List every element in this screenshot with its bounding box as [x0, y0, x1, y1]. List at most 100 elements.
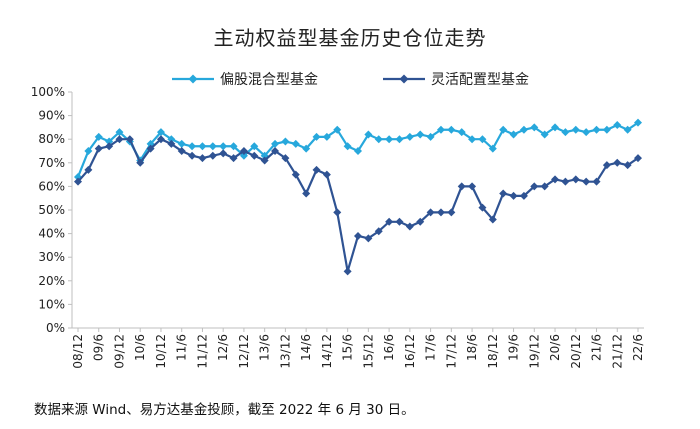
data-point [167, 135, 176, 144]
data-point [115, 135, 124, 144]
y-tick-label: 90% [38, 109, 65, 123]
data-point [405, 222, 414, 231]
data-point [271, 147, 280, 155]
data-point [478, 203, 487, 212]
data-point [571, 175, 580, 184]
y-tick-label: 10% [38, 297, 65, 311]
data-point [271, 139, 280, 148]
y-tick-label: 30% [38, 250, 65, 264]
data-point [312, 132, 321, 141]
x-tick-label: 16/12 [403, 334, 417, 369]
data-point [84, 165, 93, 174]
data-point [250, 151, 259, 160]
data-point [571, 125, 580, 134]
data-point [125, 135, 134, 144]
data-point [634, 118, 642, 127]
data-point [229, 142, 238, 151]
data-point [416, 217, 425, 226]
x-tick-label: 14/12 [320, 334, 334, 369]
data-point [208, 151, 217, 160]
data-point [447, 125, 456, 134]
data-point [623, 125, 632, 134]
x-tick-label: 13/12 [278, 334, 292, 369]
data-point [333, 208, 342, 217]
data-point [436, 208, 445, 217]
data-point [519, 125, 528, 134]
y-tick-label: 60% [38, 179, 65, 193]
data-point [623, 161, 632, 170]
legend-marker [399, 74, 409, 84]
data-point [592, 177, 601, 186]
data-point [530, 182, 539, 191]
data-point [302, 189, 311, 198]
data-point [229, 154, 238, 163]
source-note: 数据来源 Wind、易方达基金投顾，截至 2022 年 6 月 30 日。 [34, 402, 415, 418]
data-point [509, 130, 518, 139]
data-point [198, 154, 207, 163]
data-point [177, 139, 186, 148]
legend-label: 灵活配置型基金 [431, 71, 529, 88]
data-point [519, 191, 528, 200]
x-tick-label: 15/12 [361, 334, 375, 369]
series-line [77, 137, 639, 272]
data-point [613, 158, 622, 167]
data-point [343, 267, 352, 276]
data-point [602, 125, 611, 134]
data-point [364, 234, 373, 243]
data-point [322, 170, 331, 179]
data-point [291, 139, 300, 148]
data-point [281, 154, 290, 163]
data-point [416, 130, 425, 139]
data-point [354, 147, 362, 155]
legend-marker [188, 74, 198, 84]
data-point [436, 125, 445, 134]
data-point [239, 151, 248, 160]
data-point [260, 156, 269, 165]
data-point [291, 170, 300, 179]
data-point [343, 142, 352, 151]
data-point [457, 128, 466, 137]
x-tick-label: 18/12 [486, 334, 500, 369]
data-point [219, 149, 228, 158]
x-tick-label: 17/6 [424, 334, 438, 361]
data-point [322, 132, 331, 141]
data-point [468, 135, 477, 144]
x-tick-label: 12/6 [216, 334, 230, 361]
data-point [312, 165, 321, 174]
data-point [551, 175, 560, 184]
data-point [333, 125, 342, 134]
data-point [250, 142, 259, 151]
data-point [74, 177, 82, 186]
data-point [146, 144, 155, 153]
data-point [385, 217, 394, 226]
y-tick-label: 0% [46, 321, 65, 335]
data-point [499, 125, 508, 134]
y-tick-label: 80% [38, 132, 65, 146]
data-point [488, 215, 497, 224]
data-point [188, 142, 197, 151]
data-point [188, 151, 197, 160]
data-point [198, 142, 207, 151]
data-point [582, 128, 591, 137]
data-point [208, 142, 217, 151]
data-point [374, 135, 383, 144]
y-tick-label: 70% [38, 156, 65, 170]
x-tick-label: 15/6 [341, 334, 355, 361]
x-tick-label: 08/12 [71, 334, 85, 369]
y-tick-label: 50% [38, 203, 65, 217]
x-tick-label: 16/6 [382, 334, 396, 361]
data-point [488, 144, 497, 153]
data-point [613, 121, 622, 130]
x-tick-label: 11/6 [175, 334, 189, 361]
y-tick-label: 100% [31, 85, 65, 99]
data-point [426, 208, 435, 217]
data-point [374, 227, 383, 236]
data-point [509, 191, 518, 200]
data-point [156, 135, 165, 144]
data-point [478, 135, 487, 144]
data-point [447, 208, 456, 217]
data-point [136, 158, 145, 167]
data-point [385, 135, 394, 144]
